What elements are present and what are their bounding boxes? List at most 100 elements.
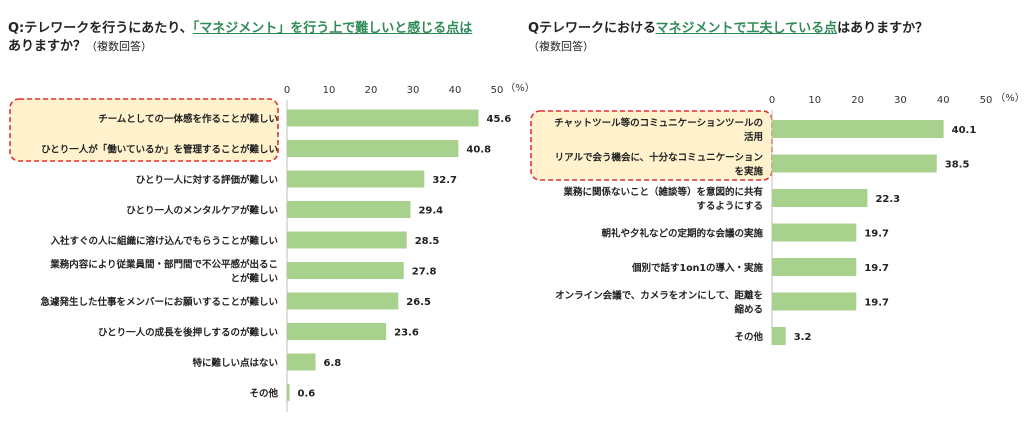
category-label-line: 縮める xyxy=(734,304,763,316)
bar xyxy=(287,323,387,340)
category-label-line: 特に難しい点はない xyxy=(192,357,278,369)
bar xyxy=(287,384,290,401)
category-label: 急遽発生した仕事をメンバーにお願いすることが難しい xyxy=(40,296,278,308)
bar xyxy=(287,140,459,157)
bar xyxy=(772,258,857,276)
category-label-line: を実施 xyxy=(734,166,763,178)
value-label: 22.3 xyxy=(875,194,900,205)
x-tick-label: 10 xyxy=(808,95,821,106)
value-label: 45.6 xyxy=(487,114,512,125)
highlight-box xyxy=(9,98,279,162)
bar xyxy=(772,154,937,173)
bar xyxy=(772,189,868,207)
category-label: 入社すぐの人に組織に溶け込んでもらうことが難しい xyxy=(49,235,278,247)
category-label: オンライン会議で、カメラをオンにして、距離を縮める xyxy=(555,290,763,316)
right-chart-title: Qテレワークにおけるマネジメントで工夫している点はありますか？ （複数回答） xyxy=(528,20,928,56)
category-label: ひとり一人に対する評価が難しい xyxy=(136,174,278,186)
right-title-note: （複数回答） xyxy=(528,40,594,53)
left-chart-title: Q:テレワークを行うにあたり、「マネジメント」を行う上で難しいと感じる点は あり… xyxy=(8,20,472,56)
category-label-line: チームとしての一体感を作ることが難しい xyxy=(98,113,278,125)
category-label: ひとり一人のメンタルケアが難しい xyxy=(126,205,278,217)
value-label: 19.7 xyxy=(864,263,889,274)
unit-label: （%） xyxy=(995,92,1024,104)
value-label: 3.2 xyxy=(794,332,812,343)
bar xyxy=(772,292,857,311)
category-label-line: その他 xyxy=(249,388,278,400)
category-label: リアルで会う機会に、十分なコミュニケーションを実施 xyxy=(555,152,764,178)
value-label: 28.5 xyxy=(415,236,440,247)
category-label: 朝礼や夕礼などの定期的な会議の実施 xyxy=(601,228,763,240)
category-label: 業務内容により従業員間・部門間で不公平感が出ることが難しい xyxy=(49,259,278,285)
x-tick-label: 20 xyxy=(365,85,378,96)
category-label-line: 朝礼や夕礼などの定期的な会議の実施 xyxy=(601,228,763,240)
value-label: 23.6 xyxy=(394,328,419,339)
chart-1: 0 10 20 30 40 50 （%） 45.6 チームとしての一体感を作ることが難しい 40.… xyxy=(9,82,535,412)
category-label-line: ひとり一人に対する評価が難しい xyxy=(136,174,278,186)
left-title-note: （複数回答） xyxy=(86,40,153,53)
left-title-line2: ありますか？ xyxy=(8,39,87,54)
value-label: 6.8 xyxy=(324,358,342,369)
right-title-highlight: マネジメントで工夫している点 xyxy=(655,21,838,36)
unit-label: （%） xyxy=(505,82,535,94)
value-label: 26.5 xyxy=(406,297,431,308)
bar xyxy=(772,120,944,138)
category-label-line: その他 xyxy=(734,331,763,343)
category-label-line: するようにする xyxy=(696,201,763,212)
category-label-line: チャットツール等のコミュニケーションツールの xyxy=(554,117,763,129)
category-label: チームとしての一体感を作ることが難しい xyxy=(98,113,278,125)
category-label-line: オンライン会議で、カメラをオンにして、距離を xyxy=(555,290,763,302)
value-label: 38.5 xyxy=(945,160,970,171)
right-title-rest: はありますか？ xyxy=(837,21,929,36)
bar xyxy=(287,292,399,310)
category-label: その他 xyxy=(249,388,278,400)
x-tick-label: 50 xyxy=(980,95,993,106)
x-tick-label: 40 xyxy=(449,85,462,96)
category-label: ひとり一人の成長を後押しするのが難しい xyxy=(98,327,278,339)
x-tick-label: 30 xyxy=(894,95,907,106)
category-label-line: 業務に関係ないこと（雑談等）を意図的に共有 xyxy=(562,186,763,198)
category-label-line: ひとり一人の成長を後押しするのが難しい xyxy=(98,327,278,339)
category-label-line: ひとり一人のメンタルケアが難しい xyxy=(126,205,278,217)
chart-2: 0 10 20 30 40 50 （%） 40.1 チャットツール等のコミュニケーションツールの… xyxy=(530,92,1024,345)
category-label-line: 個別で話す1on1の導入・実施 xyxy=(631,262,764,274)
category-label-line: とが難しい xyxy=(230,273,278,285)
category-label: 特に難しい点はない xyxy=(192,357,278,369)
bar xyxy=(287,170,425,188)
bar xyxy=(772,327,786,345)
x-tick-label: 50 xyxy=(491,85,504,96)
x-tick-label: 40 xyxy=(937,95,950,106)
category-label-line: 入社すぐの人に組織に溶け込んでもらうことが難しい xyxy=(49,235,278,247)
x-tick-label: 30 xyxy=(407,85,420,96)
value-label: 0.6 xyxy=(298,389,316,400)
category-label: 業務に関係ないこと（雑談等）を意図的に共有するようにする xyxy=(562,186,763,212)
value-label: 40.1 xyxy=(952,125,977,136)
bar xyxy=(287,231,407,249)
category-label: 個別で話す1on1の導入・実施 xyxy=(631,262,764,274)
category-label-line: 業務内容により従業員間・部門間で不公平感が出るこ xyxy=(49,259,278,271)
bar xyxy=(772,223,857,242)
right-title-question: Qテレワークにおける xyxy=(528,21,656,36)
bar xyxy=(287,201,411,218)
value-label: 27.8 xyxy=(412,267,437,278)
value-label: 29.4 xyxy=(418,206,443,217)
category-label: ひとり一人が「働いているか」を管理することが難しい xyxy=(41,144,278,156)
value-label: 19.7 xyxy=(864,229,889,240)
x-tick-label: 0 xyxy=(769,95,775,106)
category-label-line: ひとり一人が「働いているか」を管理することが難しい xyxy=(41,144,278,156)
x-tick-label: 0 xyxy=(284,85,290,96)
category-label-line: 急遽発生した仕事をメンバーにお願いすることが難しい xyxy=(40,296,278,308)
category-label-line: リアルで会う機会に、十分なコミュニケーション xyxy=(555,152,763,164)
value-label: 32.7 xyxy=(432,175,457,186)
bar xyxy=(287,353,316,371)
highlight-box xyxy=(530,110,773,181)
bar xyxy=(287,109,479,127)
bar xyxy=(287,262,404,279)
left-title-question: Q:テレワークを行うにあたり、 xyxy=(8,21,193,36)
left-title-highlight: 「マネジメント」を行う上で難しいと感じる点は xyxy=(192,21,473,36)
category-label-line: 活用 xyxy=(744,131,763,143)
category-label: チャットツール等のコミュニケーションツールの活用 xyxy=(554,117,763,143)
x-tick-label: 10 xyxy=(323,85,336,96)
x-tick-label: 20 xyxy=(851,95,864,106)
value-label: 19.7 xyxy=(864,298,889,309)
